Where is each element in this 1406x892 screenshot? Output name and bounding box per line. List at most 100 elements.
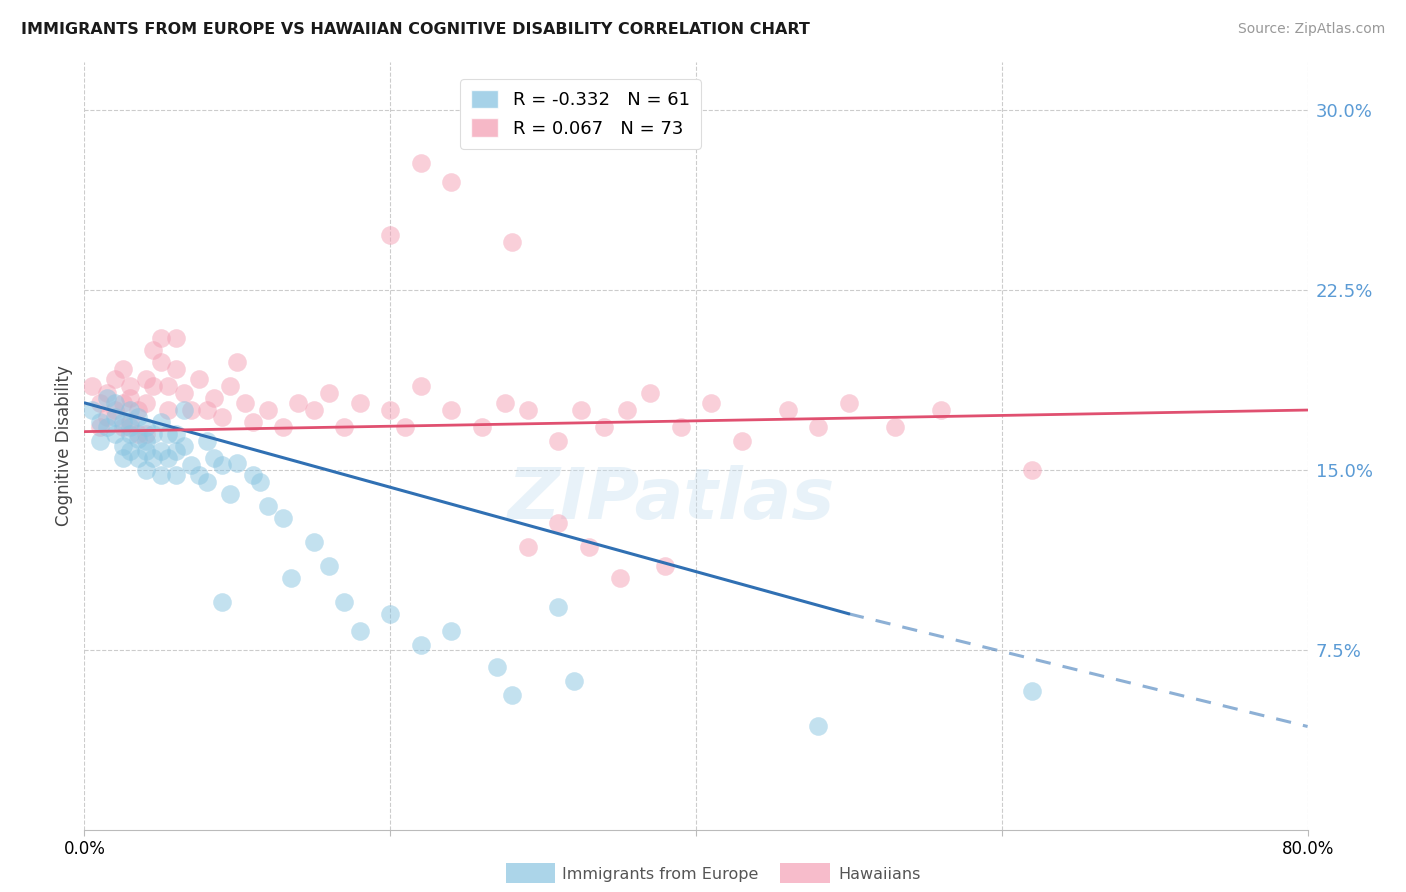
Point [257, 499, 280, 513]
Point [547, 434, 569, 449]
Point [486, 659, 509, 673]
Point [195, 434, 218, 449]
Point [89, 415, 111, 429]
Point [180, 403, 202, 417]
Point [188, 467, 211, 482]
Point [120, 419, 142, 434]
Point [838, 396, 860, 410]
Point [516, 540, 538, 554]
Point [471, 419, 494, 434]
Point [111, 450, 134, 465]
Point [104, 403, 127, 417]
Point [89, 396, 111, 410]
Point [333, 595, 356, 609]
Point [195, 475, 218, 489]
Point [173, 403, 195, 417]
Point [211, 595, 233, 609]
Point [120, 403, 142, 417]
Point [142, 379, 165, 393]
Text: Source: ZipAtlas.com: Source: ZipAtlas.com [1237, 22, 1385, 37]
Point [287, 396, 309, 410]
Point [111, 439, 134, 453]
Point [380, 607, 402, 621]
Point [1021, 683, 1043, 698]
Point [380, 227, 402, 242]
Point [271, 511, 294, 525]
Legend: R = -0.332   N = 61, R = 0.067   N = 73: R = -0.332 N = 61, R = 0.067 N = 73 [460, 79, 700, 149]
Point [157, 403, 180, 417]
Point [127, 450, 149, 465]
Point [302, 403, 325, 417]
Point [135, 443, 157, 458]
Point [165, 362, 187, 376]
Text: Immigrants from Europe: Immigrants from Europe [562, 867, 759, 881]
Point [149, 415, 172, 429]
Point [349, 624, 371, 638]
Point [409, 379, 432, 393]
Point [120, 443, 142, 458]
Point [111, 362, 134, 376]
Point [120, 415, 142, 429]
Point [149, 443, 172, 458]
Point [280, 571, 302, 585]
Point [242, 415, 264, 429]
Point [142, 450, 165, 465]
Point [173, 439, 195, 453]
Point [165, 427, 187, 442]
Point [157, 427, 180, 442]
Point [127, 427, 149, 442]
Point [502, 235, 524, 250]
Point [211, 458, 233, 473]
Point [502, 689, 524, 703]
Point [516, 403, 538, 417]
Point [188, 372, 211, 386]
Point [80, 379, 103, 393]
Point [807, 419, 830, 434]
Point [929, 403, 952, 417]
Text: ZIPatlas: ZIPatlas [508, 466, 835, 534]
Point [562, 673, 585, 688]
Point [249, 475, 271, 489]
Point [89, 434, 111, 449]
Point [547, 516, 569, 530]
Point [149, 467, 172, 482]
Point [127, 432, 149, 446]
Point [226, 456, 249, 470]
Point [142, 343, 165, 357]
Y-axis label: Cognitive Disability: Cognitive Disability [55, 366, 73, 526]
Point [80, 403, 103, 417]
Point [135, 427, 157, 442]
Point [233, 396, 256, 410]
Point [409, 156, 432, 170]
Point [700, 396, 723, 410]
Point [104, 372, 127, 386]
Point [165, 467, 187, 482]
Point [349, 396, 371, 410]
Point [111, 396, 134, 410]
Point [89, 419, 111, 434]
Point [333, 419, 356, 434]
Point [380, 403, 402, 417]
Point [111, 419, 134, 434]
Point [120, 427, 142, 442]
Point [609, 571, 631, 585]
Point [202, 450, 225, 465]
Point [142, 427, 165, 442]
Point [165, 331, 187, 345]
Point [165, 443, 187, 458]
Point [242, 467, 264, 482]
Point [104, 396, 127, 410]
Point [318, 386, 340, 401]
Point [440, 175, 463, 189]
Point [731, 434, 754, 449]
Point [271, 419, 294, 434]
Point [302, 535, 325, 549]
Point [173, 386, 195, 401]
Point [638, 386, 661, 401]
Point [654, 558, 676, 573]
Point [547, 599, 569, 614]
Text: IMMIGRANTS FROM EUROPE VS HAWAIIAN COGNITIVE DISABILITY CORRELATION CHART: IMMIGRANTS FROM EUROPE VS HAWAIIAN COGNI… [21, 22, 810, 37]
Point [149, 355, 172, 369]
Point [135, 463, 157, 477]
Text: Hawaiians: Hawaiians [838, 867, 921, 881]
